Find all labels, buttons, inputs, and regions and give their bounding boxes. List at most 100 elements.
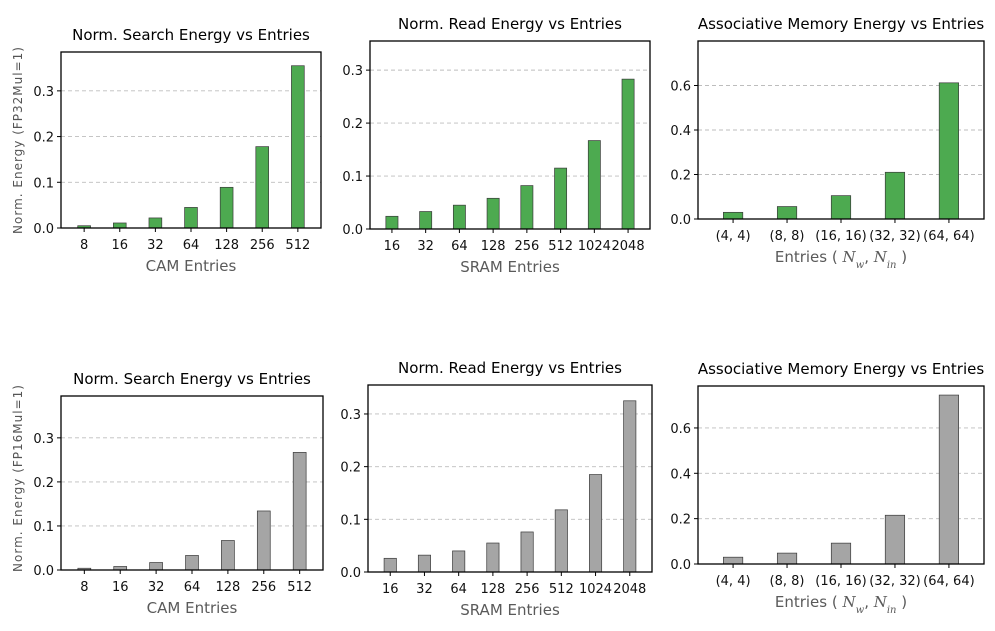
y-tick-label: 0.0	[670, 558, 691, 573]
bar	[221, 540, 235, 571]
x-tick-label: (16, 16)	[815, 574, 867, 589]
x-tick-label: 256	[514, 239, 539, 254]
x-axis-label: SRAM Entries	[460, 258, 560, 276]
y-tick-label: 0.2	[33, 131, 54, 146]
x-tick-label: 128	[214, 238, 239, 253]
x-tick-label: (8, 8)	[770, 229, 805, 244]
y-tick-label: 0.0	[33, 222, 54, 237]
bar	[587, 140, 601, 230]
y-tick-label: 0.3	[342, 64, 363, 79]
plot-frame	[697, 385, 985, 565]
y-tick-label: 0.2	[670, 169, 691, 184]
x-tick-label: (32, 32)	[869, 229, 921, 244]
x-tick-label: 128	[215, 580, 240, 595]
bar	[149, 562, 163, 571]
chart-r2-c2: 16 32 64 128 256 512 1024 2048 0.0 0.1 0.2 0.3 Norm.…	[340, 359, 653, 619]
y-tick-label: 0.1	[33, 176, 54, 191]
bar	[884, 514, 906, 565]
chart-r1-c2: 16 32 64 128 256 512 1024 2048 0.0 0.1 0.2 0.3 Norm.…	[342, 15, 651, 276]
x-tick-label: 256	[251, 580, 276, 595]
bar	[830, 542, 852, 565]
bar	[938, 82, 959, 220]
chart-title: Associative Memory Energy vs Entries	[698, 360, 985, 378]
x-tick-label: 512	[548, 239, 573, 254]
chart-title: Associative Memory Energy vs Entries	[698, 15, 985, 33]
y-tick-label: 0.6	[670, 80, 691, 95]
x-tick-label: 8	[80, 580, 88, 595]
bar	[554, 167, 568, 230]
y-tick-label: 0.2	[340, 461, 361, 476]
y-tick-label: 0.2	[33, 476, 54, 491]
plot-frame	[60, 395, 324, 571]
x-axis-label: CAM Entries	[147, 599, 238, 617]
x-tick-label: (32, 32)	[869, 574, 921, 589]
y-axis-label: Norm. Energy (FP16Mul=1)	[11, 384, 25, 572]
y-axis-label: Norm. Energy (FP32Mul=1)	[11, 46, 25, 234]
x-tick-label: (4, 4)	[716, 574, 751, 589]
bar	[486, 197, 500, 230]
y-tick-label: 0.3	[340, 408, 361, 423]
x-tick-label: (16, 16)	[815, 229, 867, 244]
chart-r2-c1: 8 16 32 64 128 256 512 0.0 0.1 0.2 0.3 Norm. Search…	[33, 370, 324, 617]
bar	[776, 552, 798, 565]
bar	[256, 510, 271, 571]
bar	[419, 211, 433, 230]
x-tick-label: 128	[480, 582, 505, 597]
x-tick-label: 64	[450, 582, 467, 597]
y-tick-label: 0.4	[670, 124, 691, 139]
chart-title: Norm. Search Energy vs Entries	[72, 26, 310, 44]
x-tick-label: 16	[112, 580, 129, 595]
chart-title: Norm. Read Energy vs Entries	[398, 15, 622, 33]
x-tick-label: 256	[515, 582, 540, 597]
x-tick-label: 512	[285, 238, 310, 253]
x-tick-label: (4, 4)	[716, 229, 751, 244]
y-tick-label: 0.2	[342, 117, 363, 132]
x-tick-label: 512	[287, 580, 312, 595]
bar	[623, 400, 637, 573]
y-tick-label: 0.3	[33, 85, 54, 100]
x-tick-label: 32	[417, 239, 434, 254]
bar	[452, 204, 466, 230]
bar	[723, 556, 744, 565]
y-tick-label: 0.6	[670, 422, 691, 437]
bar	[385, 215, 399, 230]
x-tick-label: 16	[111, 238, 128, 253]
bar	[621, 78, 635, 230]
x-tick-label: 1024	[578, 239, 611, 254]
y-tick-label: 0.4	[670, 467, 691, 482]
x-tick-label: 512	[549, 582, 574, 597]
y-tick-label: 0.1	[342, 170, 363, 185]
x-tick-label: 32	[416, 582, 433, 597]
x-tick-label: (8, 8)	[770, 574, 805, 589]
y-tick-label: 0.3	[33, 432, 54, 447]
x-axis-label: Entries ( Nw, Nin )	[775, 248, 907, 271]
x-tick-label: 64	[183, 238, 200, 253]
x-tick-label: (64, 64)	[923, 574, 975, 589]
bar	[185, 555, 199, 571]
x-axis-label: CAM Entries	[146, 257, 237, 275]
y-tick-label: 0.0	[340, 566, 361, 581]
bar	[554, 509, 568, 573]
chart-title: Norm. Read Energy vs Entries	[398, 359, 622, 377]
x-tick-label: 16	[384, 239, 401, 254]
y-tick-label: 0.0	[342, 223, 363, 238]
x-tick-label: 8	[80, 238, 88, 253]
bar	[884, 171, 906, 220]
y-tick-label: 0.1	[340, 513, 361, 528]
x-tick-label: 32	[148, 580, 165, 595]
x-tick-label: 64	[451, 239, 468, 254]
bar	[589, 474, 603, 573]
x-tick-label: 1024	[579, 582, 612, 597]
bar	[417, 554, 431, 573]
chart-title: Norm. Search Energy vs Entries	[73, 370, 311, 388]
bar	[184, 207, 198, 229]
bar	[292, 452, 307, 571]
x-tick-label: 64	[184, 580, 201, 595]
chart-r1-c3: (4, 4) (8, 8) (16, 16) (32, 32) (64, 64) 0.0 0…	[670, 15, 985, 271]
chart-r2-c3: (4, 4) (8, 8) (16, 16) (32, 32) (64, 64) 0.0 0…	[670, 360, 985, 616]
x-tick-label: (64, 64)	[923, 229, 975, 244]
y-tick-label: 0.1	[33, 520, 54, 535]
bar	[452, 550, 466, 573]
bar	[723, 211, 744, 220]
